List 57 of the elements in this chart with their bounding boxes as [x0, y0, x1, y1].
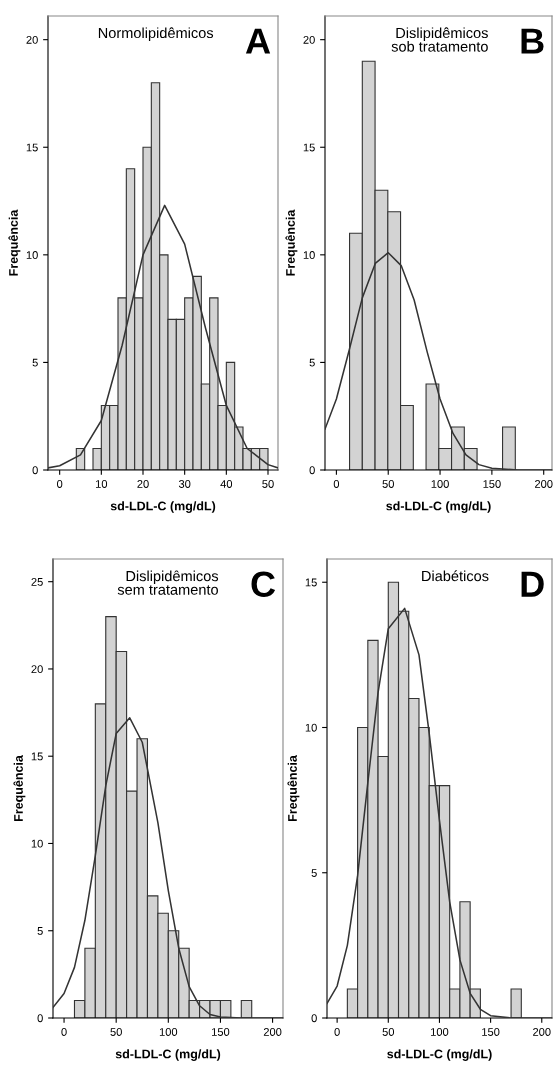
y-tick-label: 10 — [305, 723, 317, 732]
y-tick-label: 5 — [311, 869, 317, 877]
y-tick-label: 10 — [26, 251, 38, 259]
y-tick-label: 10 — [303, 251, 315, 259]
x-tick-label: 50 — [382, 1028, 395, 1036]
x-tick-label: 150 — [212, 1028, 230, 1036]
x-axis-title: sd-LDL-C (mg/dL) — [110, 501, 216, 513]
x-tick-label: 30 — [178, 480, 191, 488]
x-tick-label: 100 — [159, 1028, 178, 1036]
y-axis-title: Frequência — [287, 755, 300, 821]
x-tick-label: 150 — [482, 1028, 500, 1036]
y-tick-label: 15 — [31, 752, 43, 761]
y-tick-label: 0 — [311, 1014, 317, 1023]
x-tick-label: 200 — [263, 1028, 282, 1036]
x-axis-title: sd-LDL-C (mg/dL) — [115, 1049, 221, 1061]
text: Diabéticos — [422, 570, 489, 582]
text: Dislipidêmicos sem tratamento — [117, 570, 219, 595]
x-tick-label: 50 — [110, 1028, 122, 1036]
y-tick-label: 25 — [31, 577, 43, 586]
x-tick-label: 0 — [57, 480, 63, 488]
text: Normolipidêmicos — [98, 27, 214, 41]
x-tick-label: 200 — [533, 1028, 551, 1036]
y-tick-label: 15 — [305, 578, 317, 587]
y-tick-label: 0 — [309, 466, 315, 475]
y-axis-title: Frequência — [285, 209, 298, 276]
x-tick-label: 50 — [382, 480, 394, 488]
annotation: C — [251, 571, 276, 597]
annotation: A — [245, 28, 271, 54]
y-tick-label: 0 — [37, 1014, 43, 1023]
y-tick-label: 20 — [26, 35, 38, 44]
x-tick-label: 10 — [96, 480, 108, 488]
y-tick-label: 15 — [26, 143, 38, 152]
annotation: B — [521, 28, 544, 54]
y-tick-label: 10 — [31, 839, 43, 848]
x-tick-label: 40 — [220, 480, 233, 488]
y-tick-label: 5 — [32, 358, 38, 367]
y-tick-label: 5 — [37, 927, 43, 935]
x-tick-label: 150 — [483, 480, 501, 488]
x-axis-title: sd-LDL-C (mg/dL) — [387, 1049, 492, 1061]
x-tick-label: 100 — [431, 480, 449, 488]
y-tick-label: 20 — [303, 35, 315, 44]
x-tick-label: 100 — [431, 1028, 449, 1036]
x-tick-label: 200 — [535, 480, 553, 488]
y-tick-label: 20 — [31, 665, 43, 674]
y-tick-label: 5 — [309, 358, 315, 367]
x-tick-label: 20 — [137, 480, 149, 488]
x-tick-label: 0 — [334, 1028, 340, 1036]
annotation: D — [521, 571, 544, 597]
y-axis-title: Frequência — [8, 209, 21, 276]
x-tick-label: 0 — [61, 1028, 67, 1036]
y-tick-label: 15 — [303, 143, 315, 152]
y-axis-title: Frequência — [13, 755, 26, 821]
x-tick-label: 50 — [262, 480, 274, 488]
y-tick-label: 0 — [32, 466, 38, 475]
x-tick-label: 0 — [333, 480, 340, 488]
x-axis-title: sd-LDL-C (mg/dL) — [386, 501, 491, 513]
text: Dislipidêmicos sob tratamento — [391, 27, 488, 52]
